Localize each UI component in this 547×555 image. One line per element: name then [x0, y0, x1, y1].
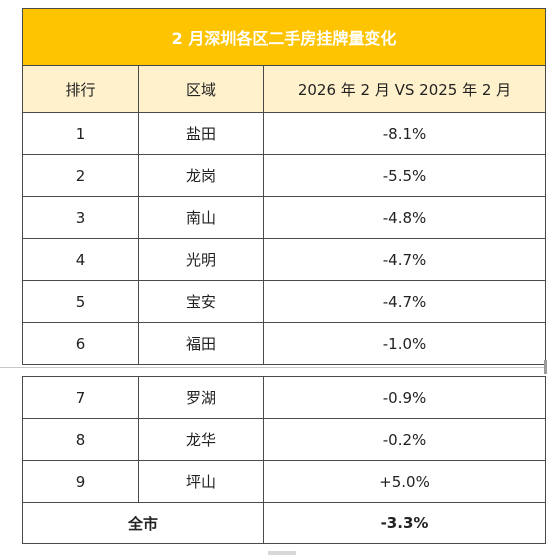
change-cell: +5.0% [263, 460, 546, 503]
rank-cell: 8 [22, 418, 139, 461]
listing-change-table-bottom: 7 罗湖 -0.9% 8 龙华 -0.2% 9 坪山 +5.0% 全市 -3.3… [22, 376, 546, 544]
rank-cell: 9 [22, 460, 139, 503]
total-change: -3.3% [263, 502, 546, 544]
area-cell: 坪山 [138, 460, 264, 503]
header-rank: 排行 [22, 65, 139, 113]
table-row: 7 罗湖 -0.9% [22, 376, 546, 419]
change-cell: -5.5% [262, 154, 547, 197]
scroll-indicator [268, 551, 296, 555]
rank-cell: 1 [22, 112, 139, 155]
rank-cell: 7 [22, 376, 139, 419]
area-cell: 龙岗 [138, 154, 264, 197]
area-cell: 南山 [138, 196, 264, 239]
table-row: 8 龙华 -0.2% [22, 418, 546, 461]
area-cell: 罗湖 [138, 376, 264, 419]
rank-cell: 4 [22, 238, 139, 281]
rank-cell: 5 [22, 280, 139, 323]
header-row: 排行 区域 2026 年 2 月 VS 2025 年 2 月 [22, 65, 547, 113]
change-cell: -1.0% [262, 322, 547, 365]
table-row: 9 坪山 +5.0% [22, 460, 546, 503]
area-cell: 福田 [138, 322, 264, 365]
table-row: 5 宝安 -4.7% [22, 280, 547, 323]
area-cell: 盐田 [138, 112, 264, 155]
scrollbar-mark [544, 360, 547, 374]
table-title: 2 月深圳各区二手房挂牌量变化 [21, 8, 547, 66]
table-row: 4 光明 -4.7% [22, 238, 547, 281]
rank-cell: 2 [22, 154, 139, 197]
change-cell: -4.7% [262, 280, 547, 323]
total-row: 全市 -3.3% [22, 502, 546, 544]
change-cell: -0.2% [263, 418, 546, 461]
title-row: 2 月深圳各区二手房挂牌量变化 [21, 8, 547, 66]
table-row: 1 盐田 -8.1% [22, 112, 547, 155]
area-cell: 宝安 [138, 280, 264, 323]
area-cell: 光明 [138, 238, 264, 281]
rank-cell: 3 [22, 196, 139, 239]
rank-cell: 6 [22, 322, 139, 365]
change-cell: -4.8% [262, 196, 547, 239]
header-change: 2026 年 2 月 VS 2025 年 2 月 [262, 65, 547, 113]
change-cell: -0.9% [263, 376, 546, 419]
total-label: 全市 [22, 502, 264, 544]
table-row: 3 南山 -4.8% [22, 196, 547, 239]
change-cell: -4.7% [262, 238, 547, 281]
table-row: 6 福田 -1.0% [22, 322, 547, 365]
table-row: 2 龙岗 -5.5% [22, 154, 547, 197]
listing-change-table-top: 2 月深圳各区二手房挂牌量变化 排行 区域 2026 年 2 月 VS 2025… [21, 8, 547, 365]
page-break-line [0, 367, 547, 368]
header-area: 区域 [138, 65, 264, 113]
area-cell: 龙华 [138, 418, 264, 461]
change-cell: -8.1% [262, 112, 547, 155]
